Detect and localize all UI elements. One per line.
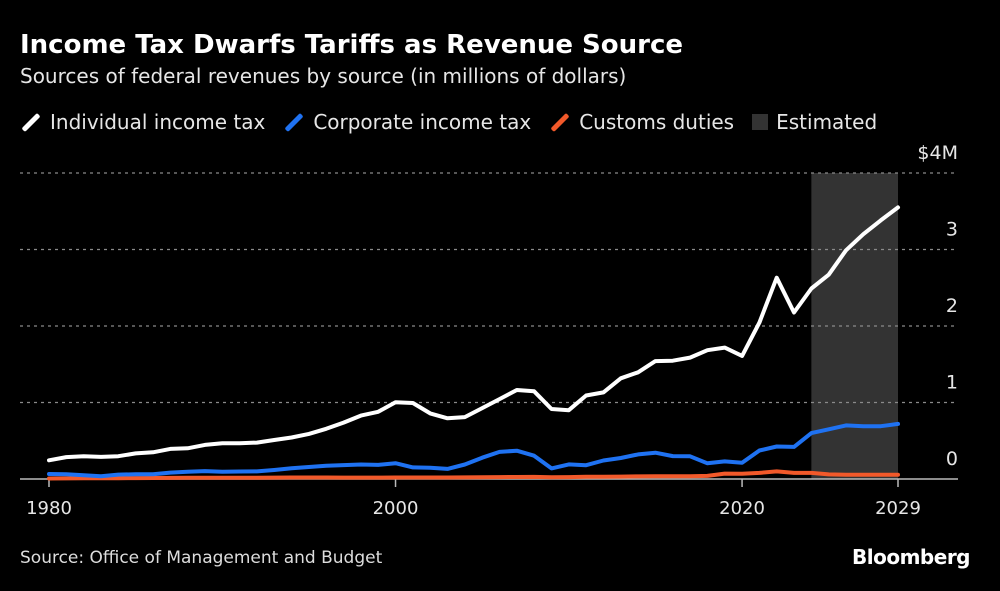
series-line-customs-duties xyxy=(47,469,900,481)
legend-item-estimated: Estimated xyxy=(752,110,877,134)
x-tick-label: 1980 xyxy=(26,498,72,519)
legend-item-corporate: Corporate income tax xyxy=(283,110,531,134)
legend-label: Estimated xyxy=(776,110,878,134)
series-line-corporate-income-tax xyxy=(47,421,900,479)
bloomberg-logo: Bloomberg xyxy=(852,545,970,569)
legend-item-individual: Individual income tax xyxy=(20,110,265,134)
legend-swatch xyxy=(752,114,769,130)
legend-label: Individual income tax xyxy=(50,110,266,134)
legend-label: Corporate income tax xyxy=(313,110,532,134)
y-tick-label: 2 xyxy=(946,295,958,317)
y-tick-label: 0 xyxy=(946,448,958,470)
legend-item-customs: Customs duties xyxy=(549,110,734,134)
legend-label: Customs duties xyxy=(579,110,735,134)
y-tick-label: $4M xyxy=(917,142,958,164)
x-tick-label: 2000 xyxy=(373,498,419,519)
chart-subtitle: Sources of federal revenues by source (i… xyxy=(20,64,627,88)
x-tick-label: 2029 xyxy=(875,498,921,519)
series-line-individual-income-tax xyxy=(47,205,900,463)
y-tick-label: 1 xyxy=(946,372,958,394)
y-tick-label: 3 xyxy=(946,219,958,241)
x-tick-label: 2020 xyxy=(719,498,765,519)
legend: Individual income tax Corporate income t… xyxy=(20,110,877,134)
source-note: Source: Office of Management and Budget xyxy=(20,548,383,568)
chart-title: Income Tax Dwarfs Tariffs as Revenue Sou… xyxy=(20,30,684,60)
